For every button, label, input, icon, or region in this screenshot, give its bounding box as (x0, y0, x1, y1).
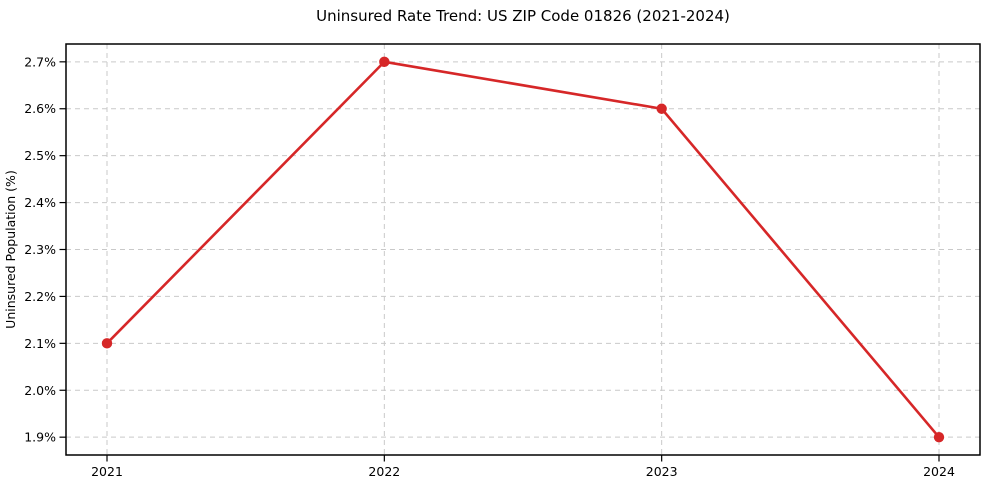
x-tick-label: 2023 (646, 464, 678, 479)
x-tick-label: 2022 (368, 464, 400, 479)
y-tick-label: 2.7% (24, 54, 56, 69)
plot-border (65, 43, 981, 456)
y-tick-label: 2.3% (24, 242, 56, 257)
y-axis-label: Uninsured Population (%) (3, 170, 18, 329)
x-tick-label: 2021 (91, 464, 123, 479)
y-tick-label: 2.4% (24, 195, 56, 210)
y-tick-label: 2.1% (24, 336, 56, 351)
data-point (656, 103, 667, 114)
x-tick-label: 2024 (923, 464, 955, 479)
y-tick-label: 1.9% (24, 430, 56, 445)
y-tick-label: 2.2% (24, 289, 56, 304)
y-tick-label: 2.6% (24, 101, 56, 116)
data-point (379, 56, 390, 68)
y-tick-label: 2.0% (24, 383, 56, 398)
chart-title: Uninsured Rate Trend: US ZIP Code 01826 … (316, 7, 730, 25)
trend-line (105, 60, 941, 439)
data-point (933, 431, 945, 443)
data-point (101, 338, 113, 349)
y-tick-label: 2.5% (24, 148, 56, 163)
